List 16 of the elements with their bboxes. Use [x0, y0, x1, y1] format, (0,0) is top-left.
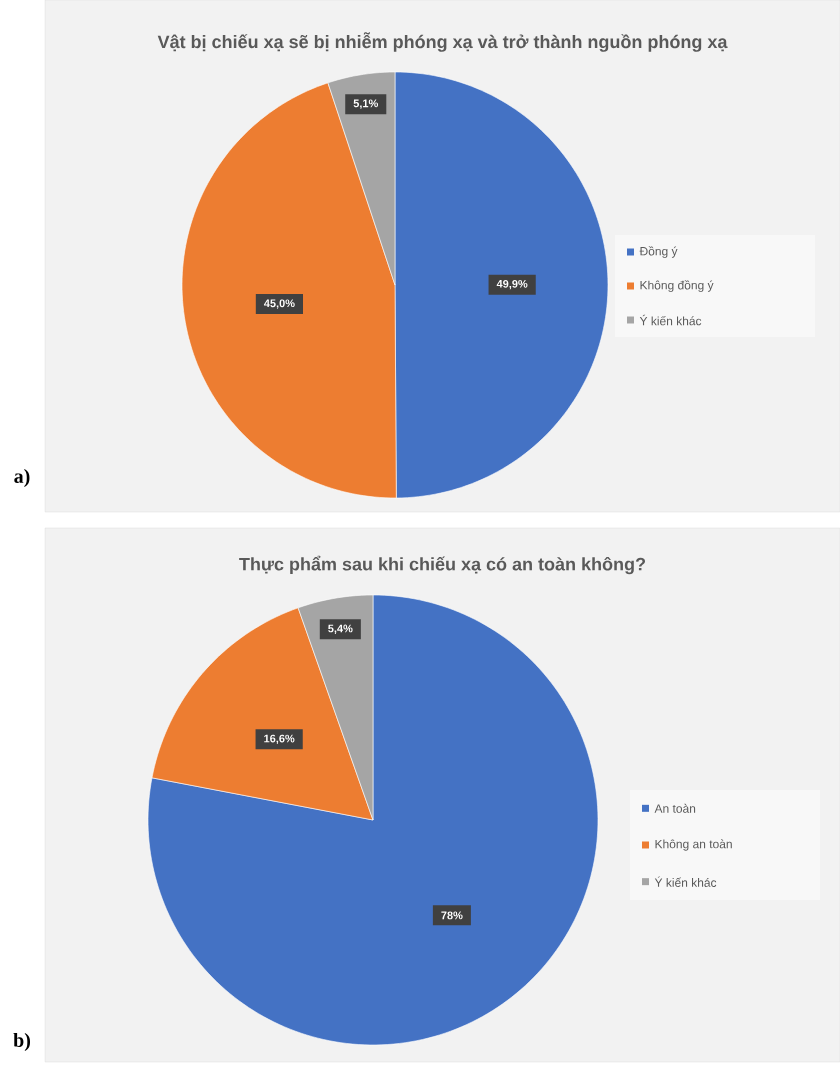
data-label: 16,6% — [264, 734, 295, 745]
data-label: 5,1% — [353, 99, 379, 109]
legend-label: Đồng ý — [639, 246, 678, 258]
chart-title: Thực phẩm sau khi chiếu xạ có an toàn không? — [239, 555, 646, 575]
text: a) — [14, 468, 30, 488]
legend-label: Ý kiến khác — [639, 314, 702, 326]
text: b) — [13, 1032, 31, 1052]
legend-label: Ý kiến khác — [654, 876, 717, 887]
data-label: 78% — [441, 911, 463, 920]
legend-label: Không đồng ý — [640, 280, 714, 292]
data-label: 49,9% — [496, 279, 528, 290]
legend-label: Không an toàn — [655, 839, 732, 851]
data-label: 45,0% — [263, 299, 295, 309]
legend-label: An toàn — [654, 803, 696, 813]
data-label: 5,4% — [328, 624, 353, 634]
chart-title: Vật bị chiếu xạ sẽ bị nhiễm phóng xạ và trở thành nguồn phóng xạ — [157, 32, 728, 52]
